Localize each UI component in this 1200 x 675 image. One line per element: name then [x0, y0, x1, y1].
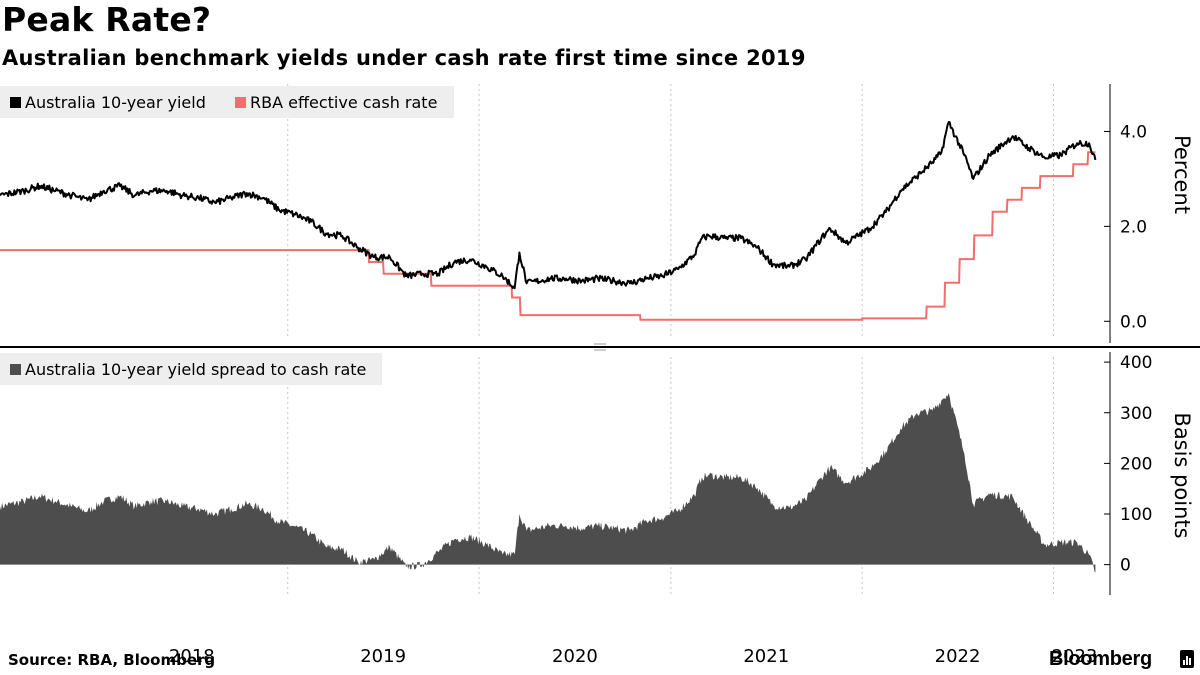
x-tick-label: 2019 — [360, 646, 406, 667]
legend-top-bg — [0, 86, 454, 118]
y-tick-label-top: 2.0 — [1120, 217, 1147, 237]
x-tick-label: 2018 — [169, 646, 215, 667]
legend-top-swatch-0 — [10, 97, 21, 108]
series-area-spread — [0, 393, 1096, 573]
legend-bottom-label-0: Australia 10-year yield spread to cash r… — [25, 360, 366, 379]
legend-top-label-1: RBA effective cash rate — [250, 93, 437, 112]
x-tick-label: 2020 — [552, 646, 598, 667]
x-tick-label: 2023 — [1052, 646, 1098, 667]
y-tick-label-top: 4.0 — [1120, 122, 1147, 142]
y-tick-label-bottom: 400 — [1120, 353, 1152, 373]
x-tick-label: 2021 — [743, 646, 789, 667]
bloomberg-logo: Bloomberg — [1049, 648, 1152, 670]
y-axis-label-bottom: Basis points — [1170, 412, 1194, 538]
y-tick-label-bottom: 300 — [1120, 404, 1152, 424]
series-line-10y-yield — [0, 121, 1097, 290]
series-line-cash-rate — [0, 151, 1096, 321]
legend-bottom-bg — [0, 353, 382, 385]
y-axis-label-top: Percent — [1170, 135, 1194, 214]
y-tick-label-bottom: 0 — [1120, 556, 1131, 576]
source-note: Source: RBA, Bloomberg — [8, 651, 216, 669]
chart-title: Peak Rate? — [2, 0, 212, 39]
y-tick-label-bottom: 100 — [1120, 505, 1152, 525]
legend-top-swatch-1 — [235, 97, 246, 108]
x-tick-label: 2022 — [935, 646, 981, 667]
legend-top-label-0: Australia 10-year yield — [25, 93, 206, 112]
legend-bottom-swatch-0 — [10, 364, 21, 375]
bloomberg-mark-icon — [1180, 650, 1194, 668]
y-tick-label-bottom: 200 — [1120, 454, 1152, 474]
y-tick-label-top: 0.0 — [1120, 312, 1147, 332]
chart-subtitle: Australian benchmark yields under cash r… — [2, 46, 806, 70]
